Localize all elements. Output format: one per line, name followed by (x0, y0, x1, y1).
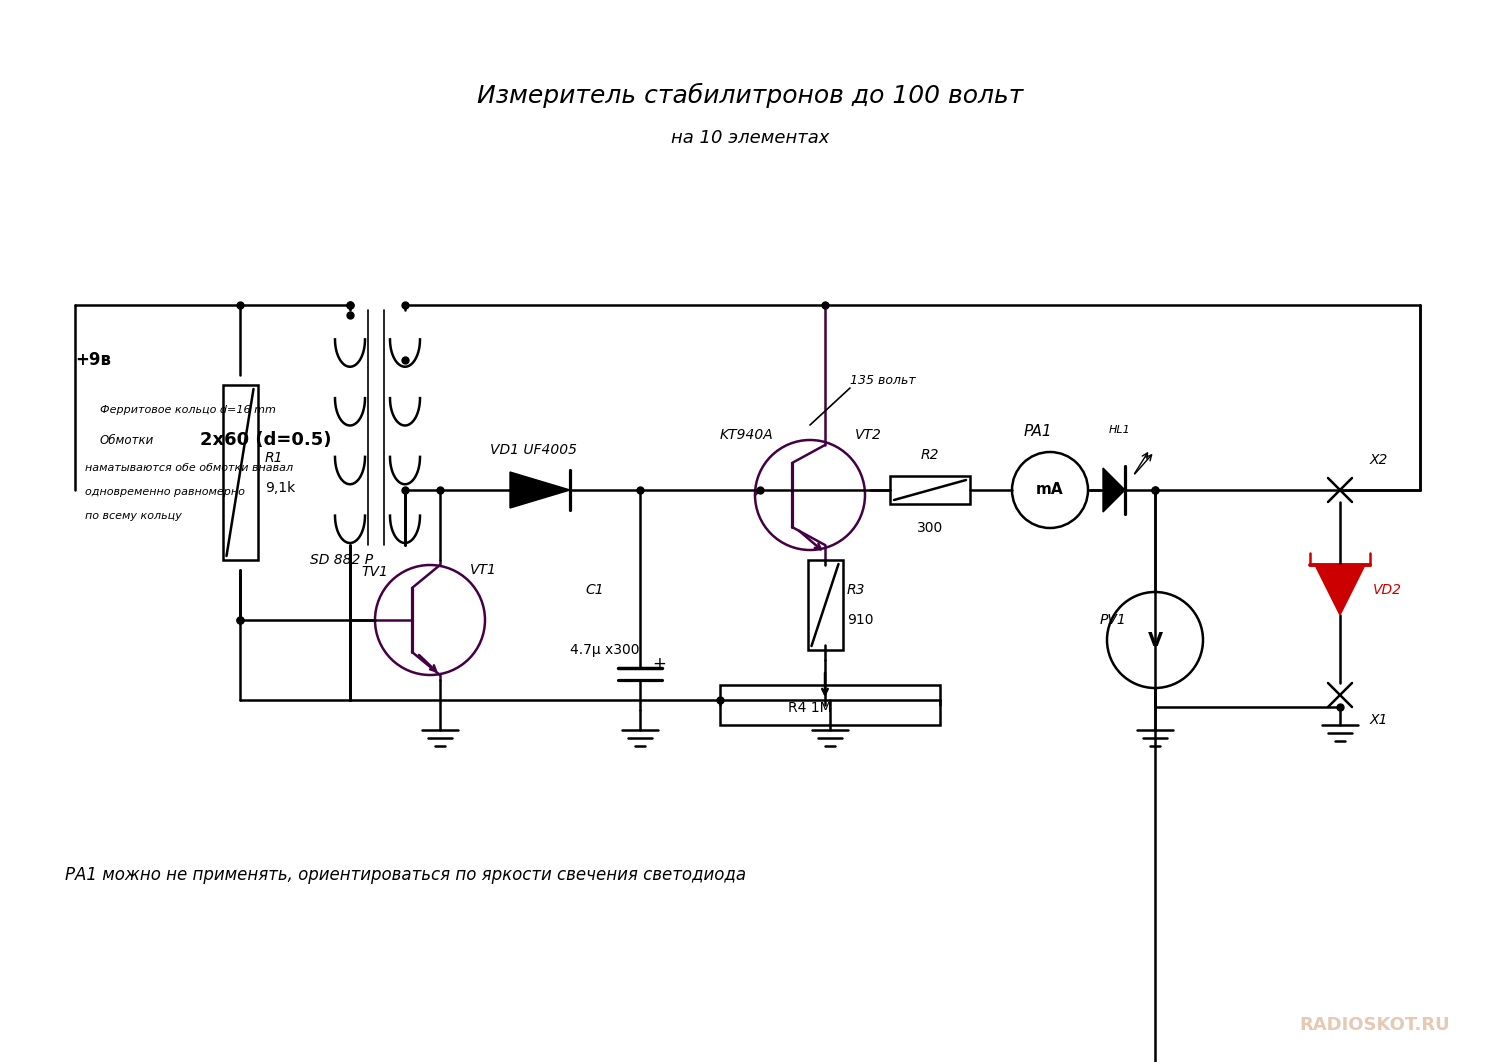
Text: 135 вольт: 135 вольт (850, 374, 915, 387)
Text: TV1: TV1 (362, 565, 388, 579)
Text: Измеритель стабилитронов до 100 вольт: Измеритель стабилитронов до 100 вольт (477, 83, 1023, 107)
Text: HL1: HL1 (1108, 425, 1131, 435)
Polygon shape (1316, 565, 1365, 615)
Text: VD2: VD2 (1372, 583, 1402, 597)
Text: R4 1M: R4 1M (788, 701, 832, 715)
Text: R1: R1 (266, 450, 284, 464)
Polygon shape (1102, 468, 1125, 512)
Text: на 10 элементах: на 10 элементах (670, 129, 830, 147)
Text: X1: X1 (1370, 713, 1389, 727)
Text: +: + (652, 655, 666, 673)
Bar (720, 685, 940, 725)
Text: R3: R3 (847, 583, 865, 597)
Text: Ферритовое кольцо d=16 mm: Ферритовое кольцо d=16 mm (100, 405, 276, 415)
Text: PA1: PA1 (1023, 425, 1053, 440)
Polygon shape (510, 472, 570, 508)
Bar (222, 386, 258, 560)
Text: KT940A: KT940A (720, 428, 774, 442)
Text: PV1: PV1 (1100, 613, 1126, 627)
Bar (807, 560, 843, 650)
Text: 9,1k: 9,1k (266, 480, 296, 495)
Text: РА1 можно не применять, ориентироваться по яркости свечения светодиода: РА1 можно не применять, ориентироваться … (64, 866, 746, 884)
Text: mA: mA (1036, 482, 1064, 497)
Bar (890, 476, 971, 504)
Text: RADIOSKOT.RU: RADIOSKOT.RU (1299, 1016, 1450, 1034)
Text: одновременно равномерно: одновременно равномерно (86, 487, 245, 497)
Text: Обмотки: Обмотки (100, 433, 154, 446)
Text: +9в: +9в (75, 352, 111, 369)
Text: X2: X2 (1370, 453, 1389, 467)
Text: 300: 300 (916, 521, 944, 535)
Text: C1: C1 (585, 583, 603, 597)
Text: V: V (1148, 631, 1162, 650)
Text: VD1 UF4005: VD1 UF4005 (490, 443, 578, 457)
Text: 4.7µ х300: 4.7µ х300 (570, 643, 639, 657)
Text: R2: R2 (921, 448, 939, 462)
Text: 2х60 (d=0.5): 2х60 (d=0.5) (200, 431, 332, 449)
Text: VT1: VT1 (470, 563, 496, 577)
Text: 910: 910 (847, 613, 873, 627)
Text: наматываются обе обмотки внавал: наматываются обе обмотки внавал (86, 463, 292, 473)
Text: по всему кольцу: по всему кольцу (86, 511, 182, 521)
Text: SD 882 P: SD 882 P (310, 553, 374, 567)
Text: VT2: VT2 (855, 428, 882, 442)
